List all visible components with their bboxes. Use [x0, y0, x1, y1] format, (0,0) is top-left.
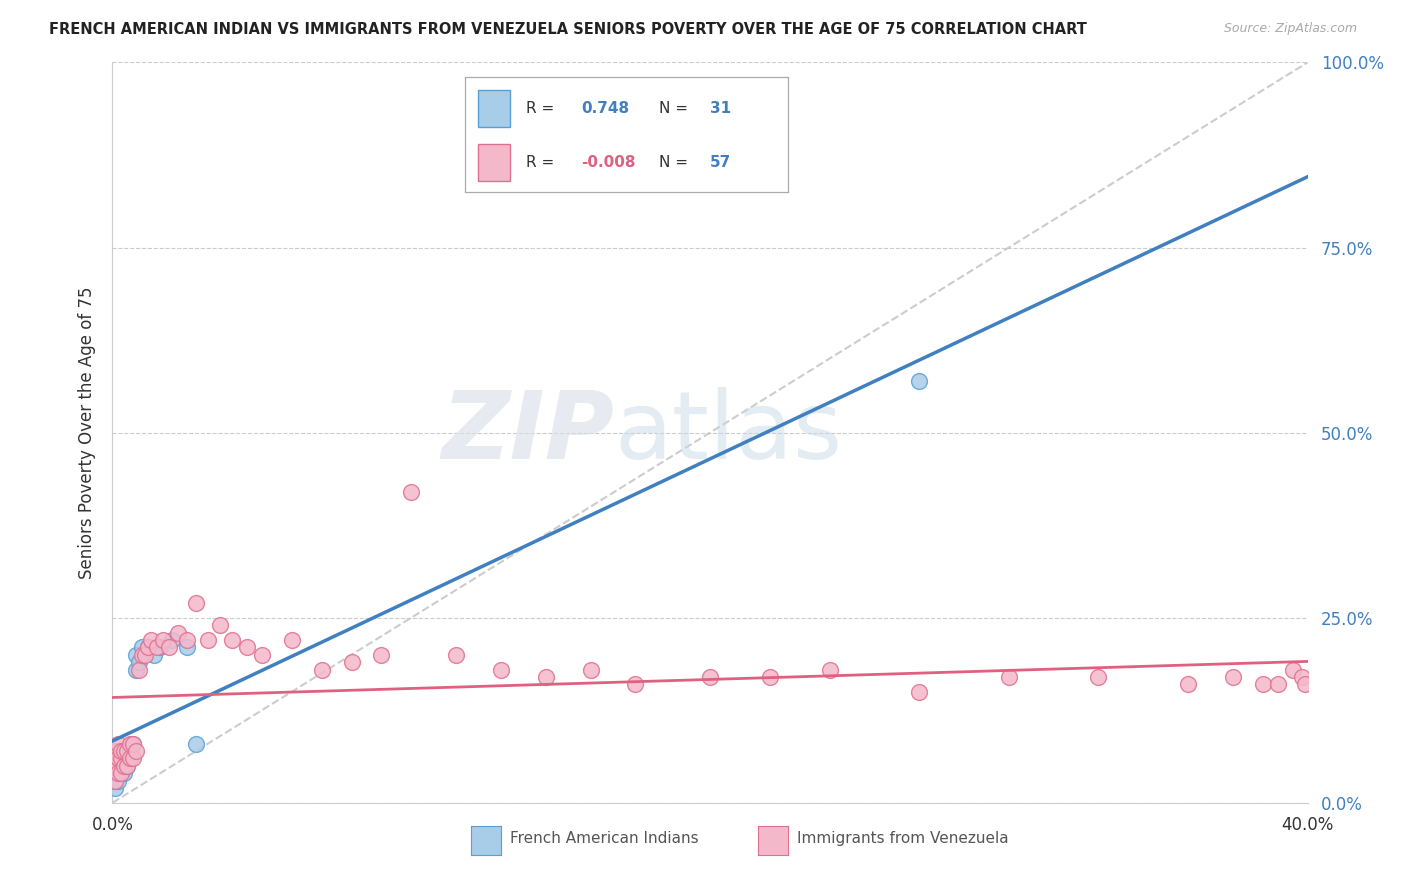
Point — [143, 648, 166, 662]
Point — [131, 640, 153, 655]
Point — [157, 640, 180, 655]
Point — [107, 751, 129, 765]
Point — [114, 766, 135, 780]
Point — [534, 670, 557, 684]
Point — [149, 640, 172, 655]
Point — [107, 773, 129, 788]
Point — [1177, 677, 1199, 691]
Point — [125, 663, 148, 677]
Point — [114, 751, 135, 765]
Point — [125, 648, 148, 662]
Text: ZIP: ZIP — [441, 386, 614, 479]
Point — [104, 780, 127, 795]
Point — [104, 744, 127, 758]
Point — [489, 663, 512, 677]
Point — [110, 744, 132, 758]
Text: FRENCH AMERICAN INDIAN VS IMMIGRANTS FROM VENEZUELA SENIORS POVERTY OVER THE AGE: FRENCH AMERICAN INDIAN VS IMMIGRANTS FRO… — [49, 22, 1087, 37]
Point — [1267, 677, 1289, 691]
Point — [107, 744, 129, 758]
Point — [197, 632, 219, 647]
Point — [236, 640, 259, 655]
Point — [281, 632, 304, 647]
Point — [998, 670, 1021, 684]
Point — [176, 632, 198, 647]
Text: French American Indians: French American Indians — [510, 830, 699, 846]
Point — [1087, 670, 1109, 684]
Point — [110, 751, 132, 765]
Point — [209, 618, 232, 632]
Y-axis label: Seniors Poverty Over the Age of 75: Seniors Poverty Over the Age of 75 — [77, 286, 96, 579]
Point — [176, 640, 198, 655]
Point — [128, 663, 150, 677]
Point — [134, 648, 156, 662]
Point — [122, 751, 145, 765]
Point — [186, 737, 208, 751]
Point — [110, 758, 132, 772]
Point — [107, 766, 129, 780]
Point — [104, 773, 127, 788]
Point — [186, 596, 208, 610]
Text: atlas: atlas — [614, 386, 842, 479]
Point — [167, 625, 190, 640]
Point — [141, 632, 163, 647]
Point — [311, 663, 333, 677]
Text: Source: ZipAtlas.com: Source: ZipAtlas.com — [1223, 22, 1357, 36]
Point — [117, 758, 139, 772]
Text: Immigrants from Venezuela: Immigrants from Venezuela — [797, 830, 1010, 846]
Point — [624, 677, 647, 691]
Point — [110, 766, 132, 780]
Point — [759, 670, 782, 684]
Point — [107, 766, 129, 780]
Point — [104, 766, 127, 780]
Point — [114, 744, 135, 758]
Point — [221, 632, 243, 647]
Point — [401, 484, 423, 499]
Point — [120, 751, 142, 765]
Point — [128, 655, 150, 669]
Point — [110, 751, 132, 765]
Point — [114, 744, 135, 758]
Point — [120, 751, 142, 765]
Point — [122, 737, 145, 751]
Point — [138, 640, 160, 655]
Point — [1294, 677, 1316, 691]
Point — [107, 737, 129, 751]
Point — [1291, 670, 1313, 684]
Point — [1222, 670, 1244, 684]
Point — [120, 737, 142, 751]
Point — [117, 744, 139, 758]
Point — [122, 737, 145, 751]
Point — [250, 648, 273, 662]
Point — [117, 751, 139, 765]
Point — [104, 773, 127, 788]
Point — [908, 685, 931, 699]
Point — [114, 758, 135, 772]
Point — [110, 766, 132, 780]
Point — [340, 655, 363, 669]
Point — [370, 648, 392, 662]
Point — [117, 758, 139, 772]
Point — [162, 632, 183, 647]
Point — [146, 640, 169, 655]
Point — [125, 744, 148, 758]
Point — [699, 670, 721, 684]
Point — [104, 758, 127, 772]
Point — [1251, 677, 1274, 691]
Point — [818, 663, 841, 677]
Point — [152, 632, 174, 647]
Point — [444, 648, 467, 662]
Point — [138, 640, 160, 655]
Point — [908, 374, 931, 388]
Point — [131, 648, 153, 662]
Point — [579, 663, 602, 677]
Point — [107, 751, 129, 765]
Point — [104, 758, 127, 772]
Point — [120, 744, 142, 758]
Point — [1281, 663, 1303, 677]
Point — [107, 758, 129, 772]
